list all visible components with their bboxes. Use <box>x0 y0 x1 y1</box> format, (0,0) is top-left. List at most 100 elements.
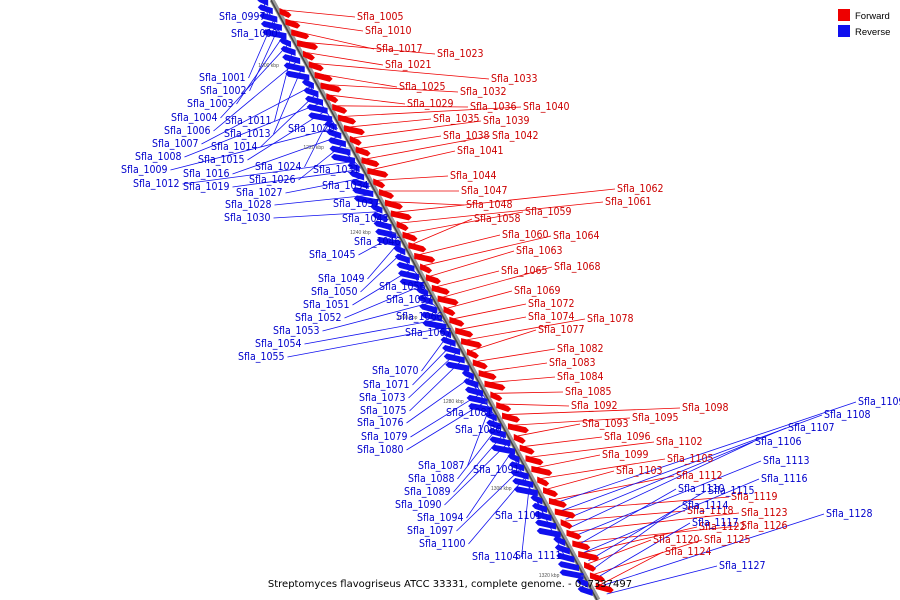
forward-gene-label[interactable]: Sfla_1092 <box>571 400 618 412</box>
forward-gene-label[interactable]: Sfla_1084 <box>557 371 604 383</box>
reverse-gene-label[interactable]: Sfla_1002 <box>200 85 247 97</box>
forward-gene-label[interactable]: Sfla_1042 <box>492 130 539 142</box>
forward-gene-label[interactable]: Sfla_1105 <box>667 453 714 465</box>
reverse-gene-label[interactable]: Sfla_1052 <box>295 312 342 324</box>
reverse-gene-label[interactable]: Sfla_1024 <box>255 161 302 173</box>
forward-gene-label[interactable]: Sfla_1021 <box>385 59 432 71</box>
reverse-gene-label[interactable]: Sfla_1011 <box>225 115 272 127</box>
reverse-gene-label[interactable]: Sfla_1014 <box>211 141 258 153</box>
reverse-gene-label[interactable]: Sfla_1020 <box>288 123 335 135</box>
reverse-gene-label[interactable]: Sfla_1073 <box>359 392 406 404</box>
forward-gene-label[interactable]: Sfla_1072 <box>528 298 575 310</box>
forward-gene-label[interactable]: Sfla_1038 <box>443 130 490 142</box>
reverse-gene-label[interactable]: Sfla_1007 <box>152 138 199 150</box>
forward-gene-label[interactable]: Sfla_1112 <box>676 470 723 482</box>
forward-gene-label[interactable]: Sfla_1058 <box>474 213 521 225</box>
reverse-gene-label[interactable]: Sfla_1107 <box>788 422 835 434</box>
reverse-gene-label[interactable]: Sfla_1001 <box>199 72 246 84</box>
forward-gene-label[interactable]: Sfla_1125 <box>704 534 751 546</box>
reverse-gene-label[interactable]: Sfla_1003 <box>187 98 234 110</box>
reverse-gene-label[interactable]: Sfla_1028 <box>225 199 272 211</box>
reverse-gene-label[interactable]: Sfla_1076 <box>357 417 404 429</box>
reverse-gene-label[interactable]: Sfla_1100 <box>419 538 466 550</box>
forward-gene-label[interactable]: Sfla_1039 <box>483 115 530 127</box>
reverse-gene-label[interactable]: Sfla_1008 <box>135 151 182 163</box>
reverse-gene-label[interactable]: Sfla_1015 <box>198 154 245 166</box>
forward-gene-label[interactable]: Sfla_1035 <box>433 113 480 125</box>
forward-gene-label[interactable]: Sfla_1061 <box>605 196 652 208</box>
forward-gene-label[interactable]: Sfla_1064 <box>553 230 600 242</box>
reverse-gene-label[interactable]: Sfla_1013 <box>224 128 271 140</box>
forward-gene-label[interactable]: Sfla_1069 <box>514 285 561 297</box>
reverse-gene-label[interactable]: Sfla_1030 <box>224 212 271 224</box>
forward-gene-label[interactable]: Sfla_1029 <box>407 98 454 110</box>
reverse-gene-label[interactable]: Sfla_1043 <box>342 213 389 225</box>
reverse-gene-label[interactable]: Sfla_1111 <box>515 550 562 562</box>
forward-gene-label[interactable]: Sfla_1082 <box>557 343 604 355</box>
reverse-gene-label[interactable]: Sfla_1056 <box>379 281 426 293</box>
reverse-gene-label[interactable]: Sfla_1127 <box>719 560 766 572</box>
forward-gene-label[interactable]: Sfla_1059 <box>525 206 572 218</box>
forward-gene-label[interactable]: Sfla_1048 <box>466 199 513 211</box>
reverse-gene-label[interactable]: Sfla_1051 <box>303 299 350 311</box>
reverse-gene-label[interactable]: Sfla_1101 <box>495 510 542 522</box>
forward-gene-label[interactable]: Sfla_1119 <box>731 491 778 503</box>
reverse-gene-label[interactable]: Sfla_0997 <box>219 11 266 23</box>
forward-gene-label[interactable]: Sfla_1005 <box>357 11 404 23</box>
reverse-gene-label[interactable]: Sfla_1045 <box>309 249 356 261</box>
reverse-gene-label[interactable]: Sfla_1046 <box>354 236 401 248</box>
reverse-gene-label[interactable]: Sfla_1050 <box>311 286 358 298</box>
forward-gene-label[interactable]: Sfla_1078 <box>587 313 634 325</box>
reverse-gene-label[interactable]: Sfla_1009 <box>121 164 168 176</box>
forward-gene-label[interactable]: Sfla_1074 <box>528 311 575 323</box>
reverse-gene-label[interactable]: Sfla_1113 <box>763 455 810 467</box>
forward-gene-label[interactable]: Sfla_1017 <box>376 43 423 55</box>
forward-gene-label[interactable]: Sfla_1041 <box>457 145 504 157</box>
forward-gene-label[interactable]: Sfla_1093 <box>582 418 629 430</box>
forward-gene-label[interactable]: Sfla_1126 <box>741 520 788 532</box>
reverse-gene-label[interactable]: Sfla_1037 <box>333 198 380 210</box>
reverse-gene-label[interactable]: Sfla_1027 <box>236 187 283 199</box>
reverse-gene-label[interactable]: Sfla_1087 <box>418 460 465 472</box>
reverse-gene-label[interactable]: Sfla_1075 <box>360 405 407 417</box>
forward-gene-label[interactable]: Sfla_1103 <box>616 465 663 477</box>
reverse-gene-label[interactable]: Sfla_1026 <box>249 174 296 186</box>
forward-gene-label[interactable]: Sfla_1098 <box>682 402 729 414</box>
reverse-gene-label[interactable]: Sfla_1104 <box>472 551 519 563</box>
reverse-gene-label[interactable]: Sfla_1106 <box>755 436 802 448</box>
forward-gene-label[interactable]: Sfla_1044 <box>450 170 497 182</box>
reverse-gene-label[interactable]: Sfla_1089 <box>404 486 451 498</box>
reverse-gene-label[interactable]: Sfla_1053 <box>273 325 320 337</box>
reverse-gene-label[interactable]: Sfla_1031 <box>313 164 360 176</box>
forward-gene-label[interactable]: Sfla_1077 <box>538 324 585 336</box>
reverse-gene-label[interactable]: Sfla_1071 <box>363 379 410 391</box>
reverse-gene-label[interactable]: Sfla_1110 <box>678 483 725 495</box>
forward-gene-label[interactable]: Sfla_1065 <box>501 265 548 277</box>
reverse-gene-label[interactable]: Sfla_1006 <box>164 125 211 137</box>
reverse-gene-label[interactable]: Sfla_1079 <box>361 431 408 443</box>
reverse-gene-label[interactable]: Sfla_1116 <box>761 473 808 485</box>
reverse-gene-label[interactable]: Sfla_1090 <box>395 499 442 511</box>
reverse-gene-label[interactable]: Sfla_1000 <box>231 28 278 40</box>
reverse-gene-label[interactable]: Sfla_1070 <box>372 365 419 377</box>
reverse-gene-label[interactable]: Sfla_1080 <box>357 444 404 456</box>
forward-gene-label[interactable]: Sfla_1095 <box>632 412 679 424</box>
reverse-gene-label[interactable]: Sfla_1049 <box>318 273 365 285</box>
forward-gene-label[interactable]: Sfla_1120 <box>653 534 700 546</box>
forward-gene-label[interactable]: Sfla_1083 <box>549 357 596 369</box>
forward-gene-label[interactable]: Sfla_1060 <box>502 229 549 241</box>
reverse-gene-label[interactable]: Sfla_1066 <box>396 311 443 323</box>
reverse-gene-label[interactable]: Sfla_1016 <box>183 168 230 180</box>
reverse-gene-label[interactable]: Sfla_1019 <box>183 181 230 193</box>
forward-gene-label[interactable]: Sfla_1040 <box>523 101 570 113</box>
reverse-gene-label[interactable]: Sfla_1004 <box>171 112 218 124</box>
reverse-gene-label[interactable]: Sfla_1054 <box>255 338 302 350</box>
forward-gene-label[interactable]: Sfla_1122 <box>699 521 746 533</box>
reverse-gene-label[interactable]: Sfla_1091 <box>473 464 520 476</box>
forward-gene-label[interactable]: Sfla_1025 <box>399 81 446 93</box>
reverse-gene-label[interactable]: Sfla_1055 <box>238 351 285 363</box>
forward-gene-label[interactable]: Sfla_1118 <box>687 505 734 517</box>
reverse-gene-label[interactable]: Sfla_1067 <box>405 327 452 339</box>
reverse-gene-label[interactable]: Sfla_1128 <box>826 508 873 520</box>
reverse-gene-label[interactable]: Sfla_1097 <box>407 525 454 537</box>
